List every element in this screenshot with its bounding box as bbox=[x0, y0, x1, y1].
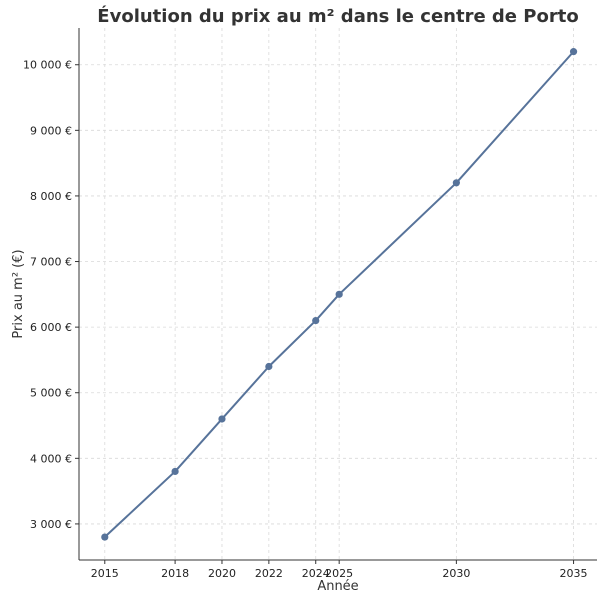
x-tick-label: 2030 bbox=[442, 567, 470, 580]
series bbox=[101, 48, 578, 541]
y-tick-label: 9 000 € bbox=[30, 124, 72, 137]
y-tick-label: 8 000 € bbox=[30, 190, 72, 203]
series-line bbox=[103, 50, 575, 539]
data-point bbox=[452, 179, 460, 187]
x-axis-label: Année bbox=[317, 579, 358, 594]
data-point bbox=[312, 316, 320, 325]
chart-title: Évolution du prix au m² dans le centre d… bbox=[97, 5, 578, 27]
x-tick-label: 2035 bbox=[560, 567, 588, 580]
y-tick-label: 4 000 € bbox=[30, 452, 72, 465]
data-point bbox=[265, 362, 273, 371]
x-tick-label: 2015 bbox=[91, 567, 119, 580]
y-tick-label: 6 000 € bbox=[30, 321, 72, 334]
grid bbox=[79, 28, 597, 560]
y-tick-label: 5 000 € bbox=[30, 387, 72, 400]
y-tick-label: 3 000 € bbox=[30, 518, 72, 531]
y-tick-label: 7 000 € bbox=[30, 256, 72, 269]
data-point bbox=[171, 467, 179, 476]
data-point bbox=[335, 290, 343, 298]
x-tick-label: 2018 bbox=[161, 567, 189, 580]
y-tick-label: 10 000 € bbox=[23, 59, 72, 72]
data-point bbox=[101, 533, 109, 541]
axes bbox=[78, 28, 597, 561]
y-ticks: 3 000 € 4 000 € 5 000 € 6 000 € 7 000 € 8 000… bbox=[23, 59, 79, 531]
y-axis-label: Prix au m² (€) bbox=[11, 249, 26, 338]
x-tick-label: 2022 bbox=[255, 567, 283, 580]
x-tick-label: 2025 bbox=[325, 567, 353, 580]
data-point bbox=[218, 415, 226, 423]
data-point bbox=[569, 48, 578, 56]
x-tick-label: 2020 bbox=[208, 567, 236, 580]
x-tick-label: 2024 bbox=[302, 567, 330, 580]
